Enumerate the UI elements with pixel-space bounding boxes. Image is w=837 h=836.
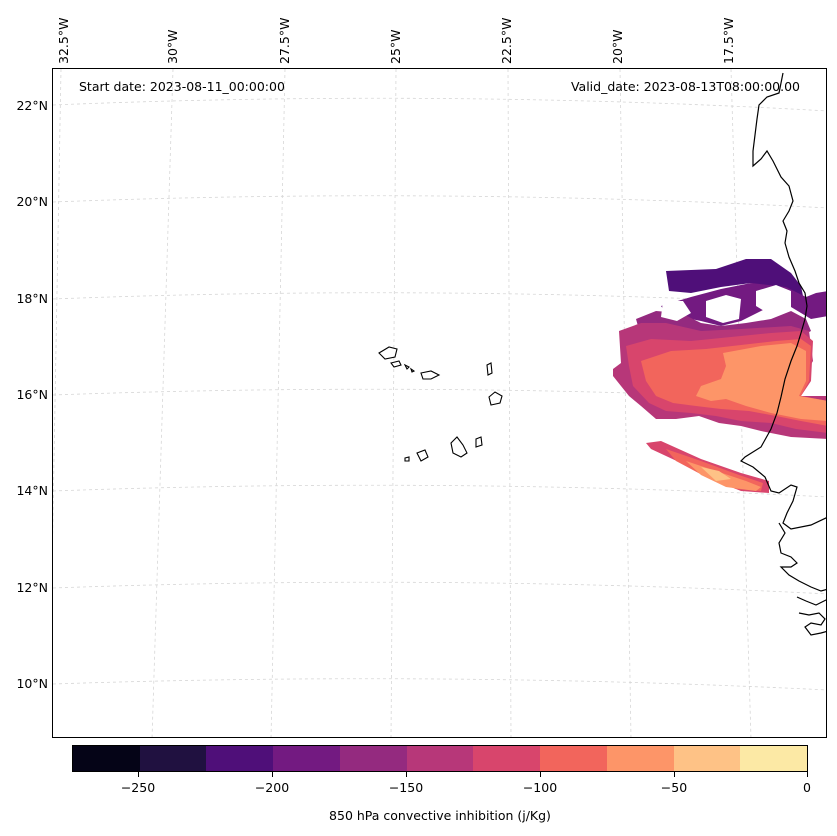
colorbar-segment-7 [540,746,607,771]
colorbar [72,745,808,772]
colorbar-label-minus100: −100 [522,780,558,795]
lon-label-20w: 20°W [610,29,625,64]
colorbar-segment-6 [473,746,541,771]
colorbar-label-0: 0 [803,780,811,795]
lat-label-12n: 12°N [16,580,48,595]
colorbar-segment-0 [73,746,140,771]
colorbar-segment-8 [606,746,674,771]
colorbar-label-minus250: −250 [120,780,156,795]
colorbar-segment-3 [273,746,340,771]
map-panel: Start date: 2023-08-11_00:00:00 Valid_da… [52,68,827,738]
colorbar-label-minus50: −50 [660,780,688,795]
cin-gap-east [756,285,791,315]
lon-label-30w: 30°W [165,29,180,64]
lon-label-25w: 25°W [388,29,403,64]
lat-label-14n: 14°N [16,483,48,498]
colorbar-label-minus200: −200 [254,780,290,795]
colorbar-title: 850 hPa convective inhibition (j/Kg) [329,808,551,823]
lon-label-32-5w: 32.5°W [56,17,71,64]
colorbar-tick-minus50 [674,772,675,777]
cape-verde-islands [378,346,503,462]
colorbar-tick-minus250 [138,772,139,777]
colorbar-label-minus150: −150 [388,780,424,795]
lat-label-18n: 18°N [16,291,48,306]
lon-label-17-5w: 17.5°W [721,17,736,64]
lat-label-20n: 20°N [16,194,48,209]
cin-field [613,259,826,493]
colorbar-segment-10 [740,746,808,771]
colorbar-tick-minus150 [406,772,407,777]
lat-label-22n: 22°N [16,98,48,113]
lon-label-22-5w: 22.5°W [499,17,514,64]
gridlines [53,69,826,737]
colorbar-tick-minus200 [272,772,273,777]
colorbar-segment-5 [406,746,474,771]
start-date-label: Start date: 2023-08-11_00:00:00 [79,79,285,94]
colorbar-segment-1 [139,746,207,771]
lon-label-27-5w: 27.5°W [277,17,292,64]
africa-coastline [739,72,826,636]
colorbar-tick-minus100 [540,772,541,777]
colorbar-tick-0 [807,772,808,777]
colorbar-segment-9 [673,746,741,771]
cin-gap-north [706,295,741,323]
colorbar-segment-2 [206,746,274,771]
cin-region-dark-purple [666,259,804,306]
map-canvas [53,69,826,737]
colorbar-segment-4 [339,746,407,771]
cin-streak-light [701,467,731,481]
cin-gap-west [661,301,691,321]
lat-label-10n: 10°N [16,676,48,691]
cin-region-orange [696,343,826,421]
lat-label-16n: 16°N [16,387,48,402]
valid-date-label: Valid_date: 2023-08-13T08:00:00.00 [570,79,800,94]
